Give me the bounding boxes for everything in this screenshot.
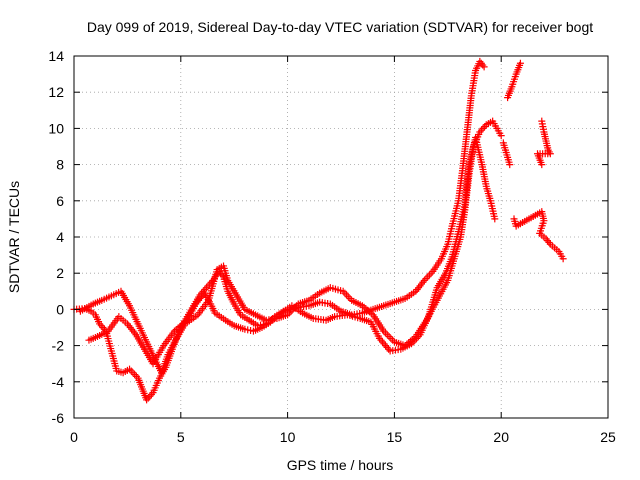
data-point — [425, 271, 433, 279]
y-tick-label: -6 — [52, 410, 65, 426]
data-points — [70, 57, 567, 404]
data-point — [385, 345, 393, 353]
x-tick-label: 25 — [600, 429, 616, 445]
data-point — [382, 329, 389, 337]
data-point — [382, 342, 390, 350]
data-point — [343, 291, 351, 299]
y-tick-labels: -6 -4 -2 0 2 4 6 8 10 12 14 — [48, 48, 608, 426]
data-point — [387, 334, 395, 342]
data-point — [385, 333, 393, 341]
data-point — [344, 293, 352, 301]
y-tick-label: 8 — [56, 157, 64, 173]
x-tick-label: 20 — [493, 429, 509, 445]
data-point — [422, 275, 430, 283]
y-tick-label: -2 — [52, 338, 65, 354]
y-tick-label: 10 — [48, 120, 64, 136]
x-tick-labels: 0 5 10 15 20 25 — [70, 56, 616, 445]
data-point — [427, 269, 435, 277]
data-point — [378, 338, 386, 346]
y-tick-label: 12 — [48, 84, 64, 100]
data-point — [506, 161, 514, 169]
y-tick-label: 14 — [48, 48, 64, 64]
y-tick-label: 0 — [56, 301, 64, 317]
data-point — [538, 161, 546, 169]
grid-lines — [74, 56, 608, 418]
data-point — [497, 132, 505, 140]
data-point — [479, 124, 487, 132]
y-tick-label: 4 — [56, 229, 64, 245]
data-point — [424, 273, 432, 281]
data-point — [380, 340, 388, 348]
y-tick-label: 2 — [56, 265, 64, 281]
y-tick-label: -4 — [52, 374, 65, 390]
x-tick-label: 10 — [280, 429, 296, 445]
data-point — [559, 255, 567, 263]
x-tick-label: 15 — [387, 429, 403, 445]
series-track-c — [85, 133, 499, 368]
series-track-d — [499, 59, 567, 263]
data-point — [99, 324, 107, 331]
data-point — [127, 367, 135, 375]
data-point — [480, 63, 488, 71]
y-tick-label: 6 — [56, 193, 64, 209]
chart-title: Day 099 of 2019, Sidereal Day-to-day VTE… — [87, 19, 593, 35]
data-point — [383, 331, 391, 339]
x-axis-label: GPS time / hours — [287, 457, 394, 473]
data-point — [545, 148, 553, 156]
data-point — [383, 343, 391, 351]
y-axis-label: SDTVAR / TECUs — [6, 181, 22, 293]
x-tick-label: 0 — [70, 429, 78, 445]
data-point — [491, 215, 499, 223]
data-point — [516, 59, 524, 67]
series-track-a — [70, 57, 488, 404]
series-track-b — [76, 117, 505, 377]
x-tick-label: 5 — [177, 429, 185, 445]
data-point — [131, 371, 139, 379]
